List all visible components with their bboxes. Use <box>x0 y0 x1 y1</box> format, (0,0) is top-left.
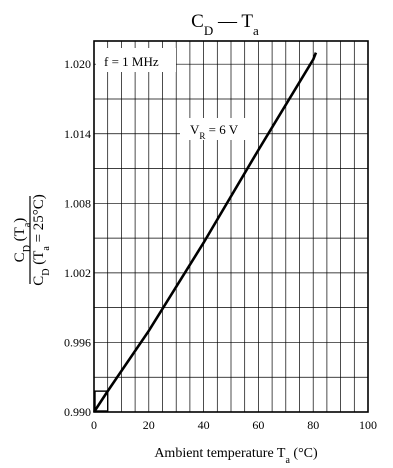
y-tick-label: 1.008 <box>64 196 91 210</box>
x-axis-label: Ambient temperature Ta (°C) <box>154 446 318 466</box>
x-tick-label: 80 <box>307 418 319 432</box>
voltage-annotation-bg <box>180 118 258 140</box>
chart-title: CD — Ta <box>191 11 259 38</box>
frequency-annotation: f = 1 MHz <box>104 54 159 69</box>
plot-border <box>93 40 369 413</box>
voltage-annotation: VR = 6 V <box>190 122 239 141</box>
plot-frame <box>93 40 369 413</box>
y-tick-label: 1.002 <box>64 266 91 280</box>
data-series <box>92 52 318 413</box>
x-tick-label: 20 <box>143 418 155 432</box>
y-label-denominator: CD (Ta = 25°C) <box>31 194 52 286</box>
y-tick-labels: 0.990 0.996 1.002 1.008 1.014 1.020 <box>64 57 91 419</box>
y-tick-label: 1.020 <box>64 57 91 71</box>
frequency-annotation-bg <box>96 48 176 72</box>
y-axis-label: CD (Ta) CD (Ta = 25°C) <box>12 194 52 286</box>
y-tick-label: 1.014 <box>64 127 91 141</box>
x-tick-label: 60 <box>252 418 264 432</box>
y-tick-label: 0.990 <box>64 405 91 419</box>
y-tick-label: 0.996 <box>64 335 91 349</box>
series-line <box>92 52 318 413</box>
grid-lines <box>93 41 369 413</box>
x-tick-label: 100 <box>359 418 377 432</box>
x-tick-label: 0 <box>91 418 97 432</box>
y-label-numerator: CD (Ta) <box>12 218 33 263</box>
x-tick-labels: 0 20 40 60 80 100 <box>91 418 377 432</box>
x-tick-label: 40 <box>198 418 210 432</box>
origin-marker-box <box>94 390 109 412</box>
